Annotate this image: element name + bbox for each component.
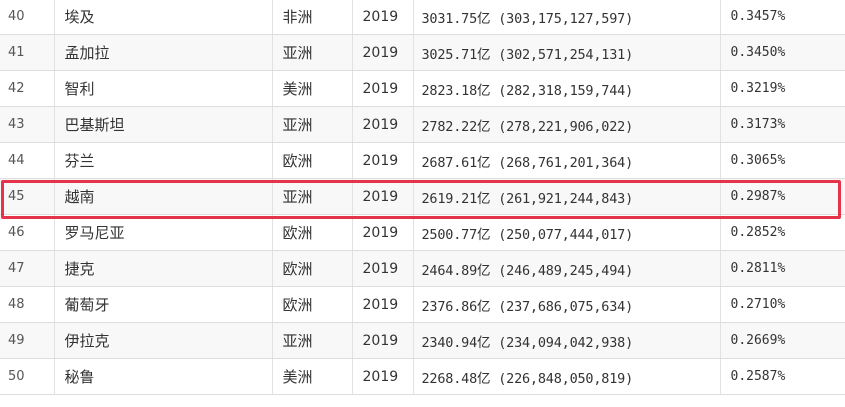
share-cell: 0.2852% [720,214,845,251]
table-row: 49 伊拉克 亚洲 2019 2340.94亿 (234,094,042,938… [0,322,845,359]
gdp-cell: 2619.21亿 (261,921,244,843) [413,178,721,215]
gdp-cell: 3031.75亿 (303,175,127,597) [413,0,721,35]
table-row: 40 埃及 非洲 2019 3031.75亿 (303,175,127,597)… [0,0,845,35]
table-row-highlighted: 45 越南 亚洲 2019 2619.21亿 (261,921,244,843)… [0,178,845,215]
continent-cell: 欧洲 [272,250,353,287]
continent-cell: 美洲 [272,70,353,107]
rank-cell: 49 [0,322,55,359]
gdp-cell: 3025.71亿 (302,571,254,131) [413,34,721,71]
country-cell: 罗马尼亚 [54,214,273,251]
gdp-ranking-table: 40 埃及 非洲 2019 3031.75亿 (303,175,127,597)… [0,0,845,395]
gdp-cell: 2500.77亿 (250,077,444,017) [413,214,721,251]
table-row: 42 智利 美洲 2019 2823.18亿 (282,318,159,744)… [0,70,845,107]
year-cell: 2019 [352,214,414,251]
year-cell: 2019 [352,142,414,179]
country-cell: 芬兰 [54,142,273,179]
year-cell: 2019 [352,250,414,287]
share-cell: 0.2669% [720,322,845,359]
table-row: 47 捷克 欧洲 2019 2464.89亿 (246,489,245,494)… [0,250,845,287]
rank-cell: 41 [0,34,55,71]
rank-cell: 50 [0,358,55,395]
gdp-cell: 2340.94亿 (234,094,042,938) [413,322,721,359]
country-cell: 智利 [54,70,273,107]
continent-cell: 亚洲 [272,106,353,143]
continent-cell: 亚洲 [272,34,353,71]
rank-cell: 40 [0,0,55,35]
table-row: 46 罗马尼亚 欧洲 2019 2500.77亿 (250,077,444,01… [0,214,845,251]
share-cell: 0.3173% [720,106,845,143]
country-cell: 葡萄牙 [54,286,273,323]
table-row: 41 孟加拉 亚洲 2019 3025.71亿 (302,571,254,131… [0,34,845,71]
continent-cell: 美洲 [272,358,353,395]
share-cell: 0.3219% [720,70,845,107]
table-row: 48 葡萄牙 欧洲 2019 2376.86亿 (237,686,075,634… [0,286,845,323]
share-cell: 0.2587% [720,358,845,395]
rank-cell: 48 [0,286,55,323]
gdp-cell: 2268.48亿 (226,848,050,819) [413,358,721,395]
share-cell: 0.3065% [720,142,845,179]
country-cell: 埃及 [54,0,273,35]
share-cell: 0.2710% [720,286,845,323]
country-cell: 孟加拉 [54,34,273,71]
table-row: 50 秘鲁 美洲 2019 2268.48亿 (226,848,050,819)… [0,358,845,395]
rank-cell: 46 [0,214,55,251]
rank-cell: 42 [0,70,55,107]
gdp-cell: 2464.89亿 (246,489,245,494) [413,250,721,287]
country-cell: 秘鲁 [54,358,273,395]
rank-cell: 45 [0,178,55,215]
year-cell: 2019 [352,106,414,143]
continent-cell: 亚洲 [272,178,353,215]
continent-cell: 欧洲 [272,286,353,323]
rank-cell: 43 [0,106,55,143]
year-cell: 2019 [352,286,414,323]
continent-cell: 亚洲 [272,322,353,359]
rank-cell: 47 [0,250,55,287]
year-cell: 2019 [352,34,414,71]
rank-cell: 44 [0,142,55,179]
country-cell: 捷克 [54,250,273,287]
year-cell: 2019 [352,358,414,395]
share-cell: 0.3450% [720,34,845,71]
share-cell: 0.3457% [720,0,845,35]
gdp-cell: 2687.61亿 (268,761,201,364) [413,142,721,179]
country-cell: 伊拉克 [54,322,273,359]
year-cell: 2019 [352,178,414,215]
share-cell: 0.2811% [720,250,845,287]
gdp-cell: 2823.18亿 (282,318,159,744) [413,70,721,107]
table-row: 43 巴基斯坦 亚洲 2019 2782.22亿 (278,221,906,02… [0,106,845,143]
year-cell: 2019 [352,322,414,359]
continent-cell: 欧洲 [272,142,353,179]
country-cell: 巴基斯坦 [54,106,273,143]
share-cell: 0.2987% [720,178,845,215]
gdp-cell: 2376.86亿 (237,686,075,634) [413,286,721,323]
continent-cell: 非洲 [272,0,353,35]
table-body: 40 埃及 非洲 2019 3031.75亿 (303,175,127,597)… [0,0,845,395]
continent-cell: 欧洲 [272,214,353,251]
country-cell: 越南 [54,178,273,215]
table-row: 44 芬兰 欧洲 2019 2687.61亿 (268,761,201,364)… [0,142,845,179]
gdp-cell: 2782.22亿 (278,221,906,022) [413,106,721,143]
year-cell: 2019 [352,0,414,35]
year-cell: 2019 [352,70,414,107]
gdp-ranking-table-container: 40 埃及 非洲 2019 3031.75亿 (303,175,127,597)… [0,0,845,395]
